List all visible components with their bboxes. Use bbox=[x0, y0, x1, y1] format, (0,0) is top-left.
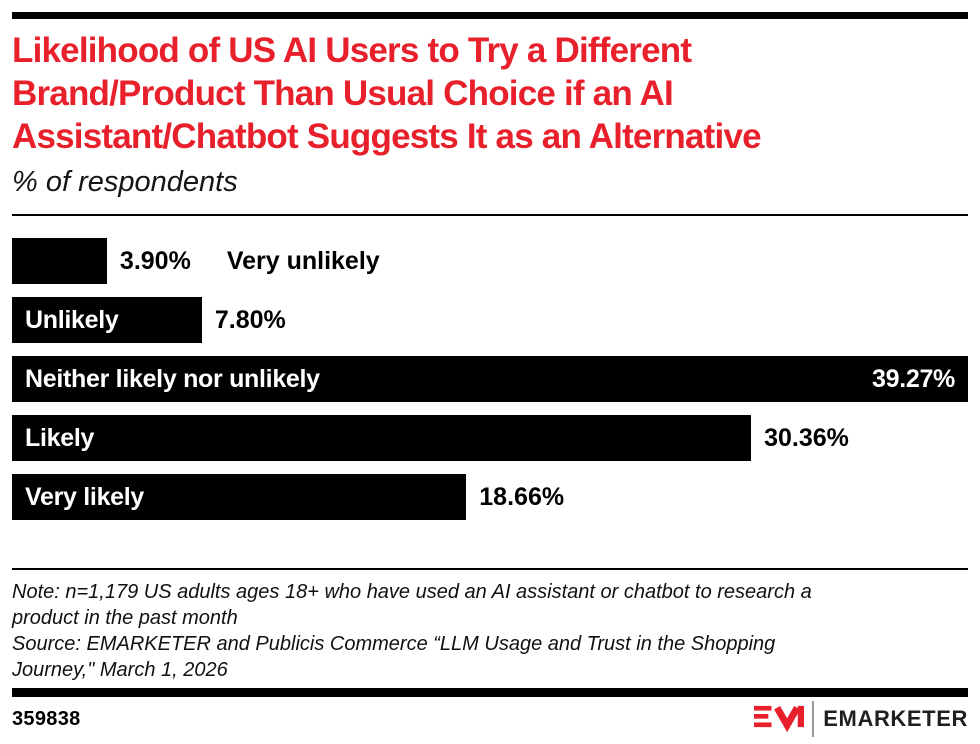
bar-row: Very likely 18.66% bbox=[12, 474, 968, 520]
chart-id: 359838 bbox=[12, 707, 81, 730]
bar-value: 7.80% bbox=[214, 305, 286, 334]
page-title-line: Brand/Product Than Usual Choice if an AI bbox=[12, 74, 674, 113]
page-title-line: Assistant/Chatbot Suggests It as an Alte… bbox=[12, 117, 762, 156]
page-title-line: Likelihood of US AI Users to Try a Diffe… bbox=[12, 31, 692, 70]
bar-row: Neither likely nor unlikely 39.27% bbox=[12, 356, 968, 402]
note-line: Note: n=1,179 US adults ages 18+ who hav… bbox=[12, 581, 812, 603]
divider-line bbox=[12, 568, 968, 570]
bar-value: 39.27% bbox=[872, 364, 955, 393]
bar-label: Unlikely bbox=[25, 305, 119, 334]
bar: Unlikely bbox=[12, 297, 202, 343]
top-rule-bar bbox=[12, 12, 968, 19]
footer: 359838 EMARKETER bbox=[12, 697, 968, 741]
chart-page: Likelihood of US AI Users to Try a Diffe… bbox=[0, 12, 980, 741]
bar-value: 3.90% bbox=[119, 246, 191, 275]
emarketer-logo: EMARKETER bbox=[754, 701, 968, 737]
divider-line bbox=[12, 214, 968, 216]
bar-chart: 3.90% Very unlikely Unlikely 7.80% Neither l… bbox=[12, 238, 968, 520]
source-line: Journey," March 1, 2026 bbox=[12, 659, 228, 681]
bar-row: Unlikely 7.80% bbox=[12, 297, 968, 343]
chart-subtitle: % of respondents bbox=[12, 166, 238, 198]
bar-label: Likely bbox=[25, 423, 95, 452]
chart-footnote: Note: n=1,179 US adults ages 18+ who hav… bbox=[12, 579, 968, 683]
note-line: product in the past month bbox=[12, 607, 238, 629]
bar-row: Likely 30.36% bbox=[12, 415, 968, 461]
bar-value: 30.36% bbox=[764, 423, 849, 452]
brand-wordmark: EMARKETER bbox=[823, 706, 968, 731]
bar: Neither likely nor unlikely 39.27% bbox=[12, 356, 968, 402]
bar-value: 18.66% bbox=[479, 482, 565, 511]
bar bbox=[12, 238, 107, 284]
bar-label: Neither likely nor unlikely bbox=[25, 364, 320, 393]
bar-row: 3.90% Very unlikely bbox=[12, 238, 968, 284]
bottom-rule-bar bbox=[12, 688, 968, 697]
page-title: Likelihood of US AI Users to Try a Diffe… bbox=[12, 29, 968, 158]
logo-divider bbox=[812, 701, 815, 737]
source-line: Source: EMARKETER and Publicis Commerce … bbox=[12, 633, 776, 655]
bar: Very likely bbox=[12, 474, 467, 520]
emarketer-em-logo-icon bbox=[754, 701, 805, 737]
bar-label: Very likely bbox=[25, 482, 145, 511]
bar-label: Very unlikely bbox=[226, 246, 380, 275]
bar: Likely bbox=[12, 415, 752, 461]
